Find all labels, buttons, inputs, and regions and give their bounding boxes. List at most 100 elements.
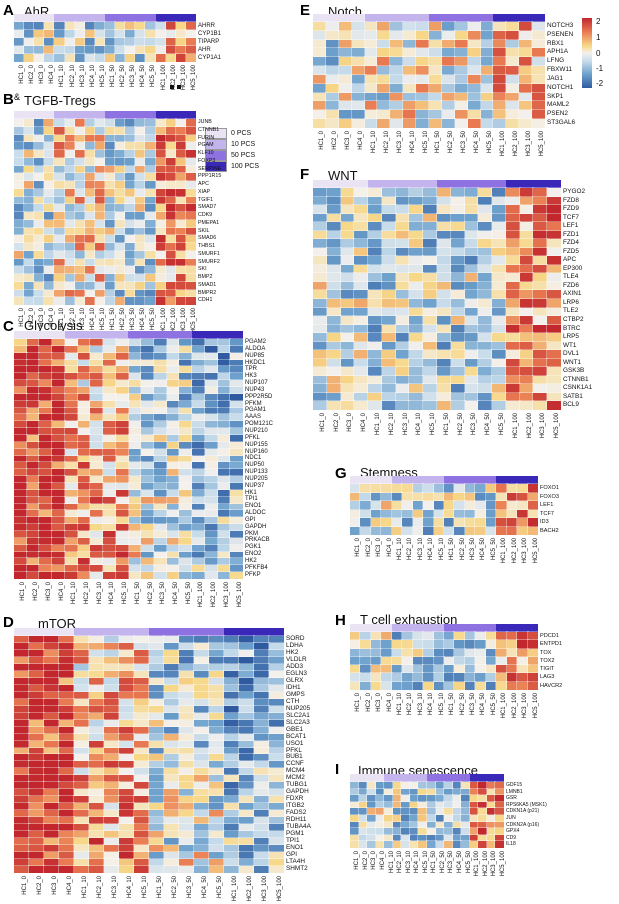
heatmap-cell (25, 406, 41, 416)
heatmap-cell (422, 187, 438, 198)
heatmap-cell (546, 255, 562, 266)
heatmap-cell (253, 760, 270, 770)
heatmap-cell (33, 187, 46, 198)
heatmap-cell (191, 406, 206, 416)
heatmap-cell (58, 767, 75, 777)
heatmap-cell (13, 830, 30, 840)
gene-labels: PYGO2 FZD8 FZD9 TCF7 LEF1 FZD1 FZD4 FZD5 APC EP30… (563, 188, 592, 410)
sample-label-text: HC1_100 (512, 413, 519, 439)
heatmap-cell (434, 827, 446, 836)
heatmap-cell (38, 543, 54, 553)
sample-group-swatch (230, 331, 243, 339)
heatmap-cell (12, 53, 26, 63)
heatmap-cell (23, 21, 36, 31)
heatmap-cell (178, 379, 194, 388)
heatmap-cell (13, 372, 28, 382)
heatmap-cell (312, 238, 328, 249)
heatmap-cell (436, 229, 452, 241)
heatmap-cell (103, 669, 120, 679)
heatmap-cell (33, 45, 46, 55)
heatmap-cell (203, 447, 219, 457)
gene-label: IL18 (506, 841, 516, 848)
sample-group-swatch (478, 774, 487, 782)
gene-label: PSENEN (547, 30, 574, 38)
heatmap-cell (350, 82, 366, 94)
heatmap-cell (140, 543, 155, 553)
heatmap-cell (376, 65, 392, 76)
heatmap-cell (191, 427, 206, 436)
heatmap-cell (144, 141, 157, 151)
heatmap-cell (73, 141, 86, 151)
heatmap-cell (223, 711, 240, 721)
heatmap-cell (394, 374, 411, 386)
gene-label: CYP1B1 (198, 31, 222, 37)
heatmap-cell (133, 746, 150, 756)
heatmap-cell (118, 697, 135, 707)
heatmap-cell (229, 468, 244, 478)
heatmap-cell (23, 133, 36, 144)
heatmap-cell (73, 53, 86, 63)
heatmap-cell (268, 760, 285, 770)
heatmap-cell (103, 226, 117, 237)
heatmap-cell (325, 357, 342, 369)
heatmap-cell (144, 242, 157, 252)
heatmap-cell (178, 641, 195, 651)
sample-group-bar (313, 14, 546, 22)
heatmap-cell (114, 557, 130, 567)
heatmap-cell (89, 502, 105, 512)
heatmap-cell (102, 440, 117, 450)
heatmap-cell (432, 491, 446, 502)
heatmap-cell (223, 683, 240, 693)
heatmap-cell (13, 420, 28, 430)
heatmap-cell (178, 669, 195, 679)
gene-label: NOTCH1 (547, 83, 574, 91)
heatmap-cell (28, 781, 45, 791)
heatmap-cell (133, 781, 150, 791)
heatmap-cell (428, 100, 443, 112)
gene-label: NUP50 (245, 462, 265, 469)
sample-label-text: HC5_100 (532, 538, 539, 564)
gene-label: SMAD7 (198, 204, 217, 211)
heatmap-cell (504, 221, 521, 232)
heatmap-cell (415, 65, 430, 76)
heatmap-cell (383, 781, 394, 790)
heatmap-cell (73, 774, 90, 784)
heatmap-cell (152, 536, 168, 546)
heatmap-cell (432, 664, 446, 675)
sample-label: HC5_10 (116, 582, 129, 610)
heatmap-cell (43, 53, 56, 63)
heatmap-cell (477, 374, 494, 386)
sample-group-swatch (350, 774, 359, 782)
heatmap-cell (391, 827, 403, 836)
heatmap-cell (411, 630, 425, 642)
heatmap-cell (422, 630, 435, 642)
heatmap-cell (505, 118, 521, 129)
panel-title: T cell exhaustion (360, 612, 458, 627)
heatmap-cell (12, 37, 26, 47)
heatmap-cell (154, 133, 167, 144)
heatmap-cell (339, 306, 356, 318)
heatmap-cell (83, 125, 96, 136)
heatmap-cell (33, 149, 46, 159)
heatmap-cell (38, 427, 54, 436)
heatmap-cell (238, 746, 255, 756)
pcs-legend-label: 0 PCS (231, 130, 252, 137)
heatmap-cell (229, 516, 244, 526)
heatmap-cell (102, 461, 117, 471)
heatmap-cell (23, 141, 36, 151)
heatmap-cell (154, 242, 167, 252)
sample-group-swatch (74, 14, 85, 22)
sample-label: HC3_100 (517, 538, 528, 566)
heatmap-cell (546, 306, 562, 318)
heatmap-cell (494, 794, 505, 803)
heatmap-cell (495, 664, 508, 675)
heatmap-cell (400, 814, 411, 823)
heatmap-cell (63, 296, 76, 306)
heatmap-cell (93, 280, 106, 291)
heatmap-cell (268, 648, 285, 658)
heatmap-cell (76, 358, 92, 368)
heatmap-cell (479, 74, 495, 85)
heatmap-cell (369, 517, 383, 528)
heatmap-cell (491, 255, 507, 266)
heatmap-cell (505, 38, 521, 50)
